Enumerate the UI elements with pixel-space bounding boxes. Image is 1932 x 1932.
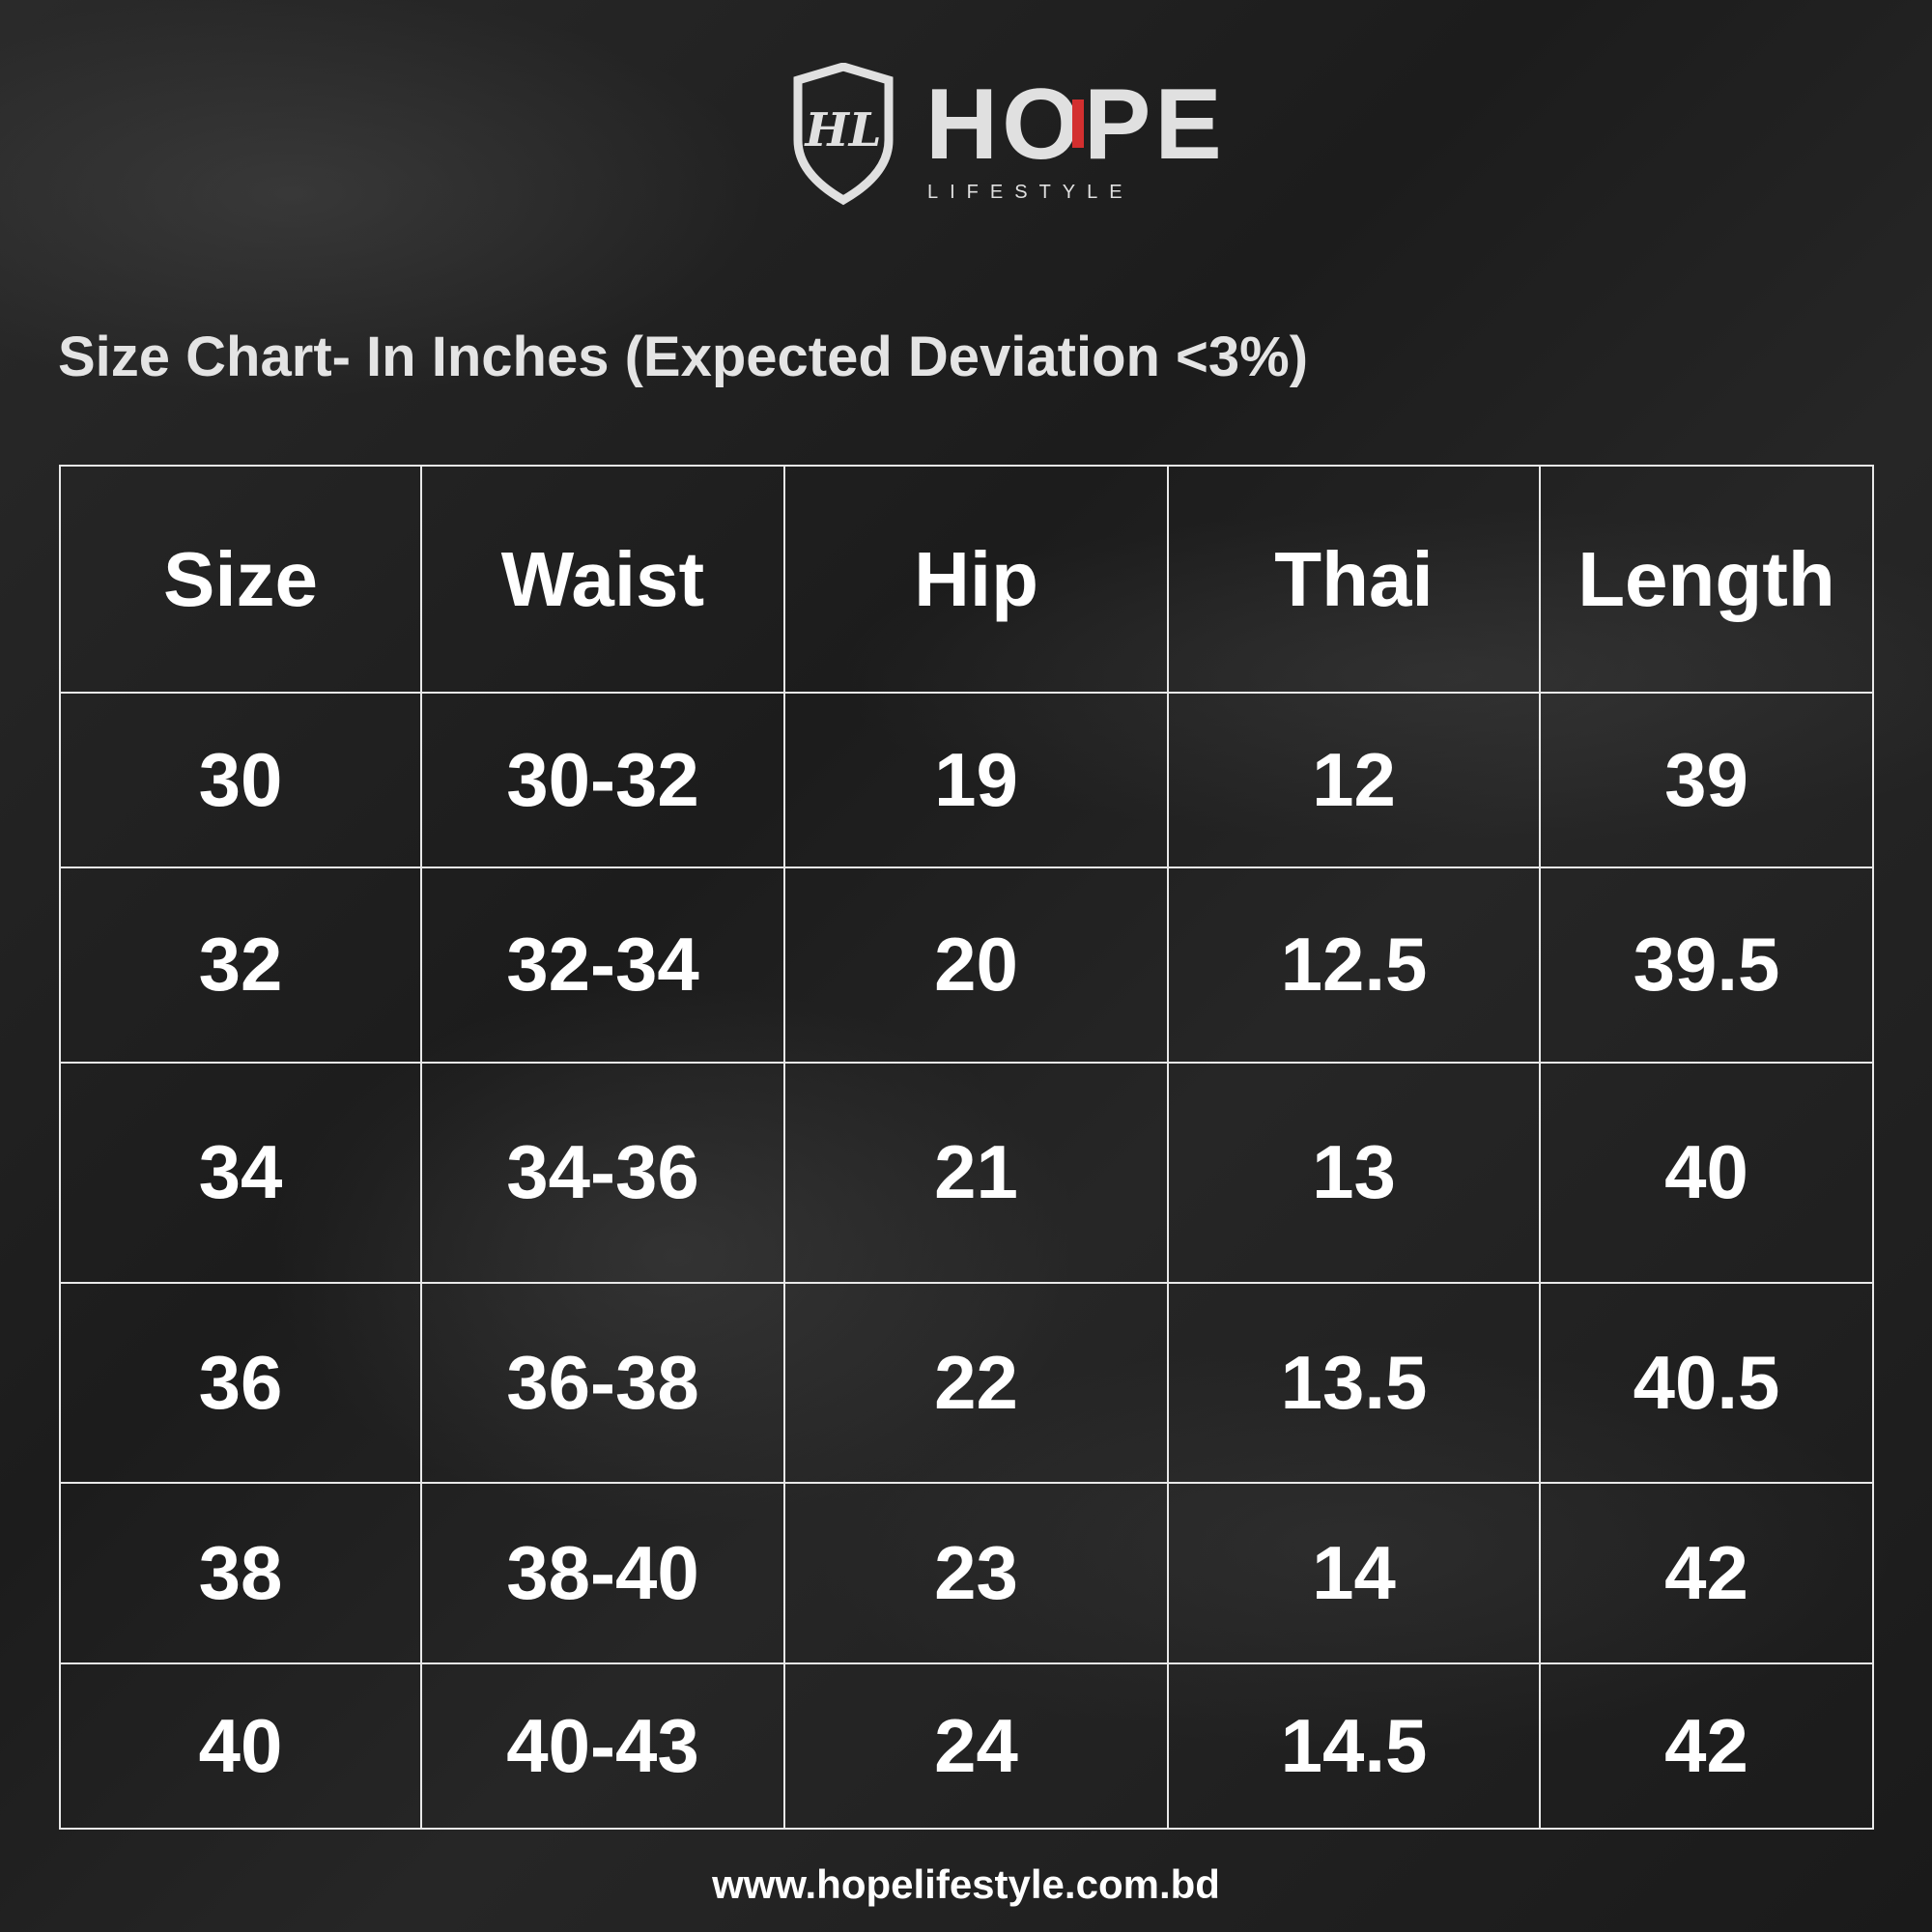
cell: 42 <box>1539 1662 1874 1830</box>
table-header-row: Size Waist Hip Thai Length <box>59 465 1874 694</box>
cell: 39.5 <box>1539 867 1874 1064</box>
table-row: 38 38-40 23 14 42 <box>59 1482 1874 1664</box>
logo-monogram: HL <box>805 103 882 157</box>
cell: 23 <box>783 1482 1169 1664</box>
cell: 34-36 <box>420 1062 785 1284</box>
cell: 24 <box>783 1662 1169 1830</box>
header-thai: Thai <box>1167 465 1541 694</box>
header-size: Size <box>59 465 422 694</box>
cell: 13.5 <box>1167 1282 1541 1484</box>
cell: 42 <box>1539 1482 1874 1664</box>
cell: 14 <box>1167 1482 1541 1664</box>
cell: 14.5 <box>1167 1662 1541 1830</box>
logo-accent-bar <box>1072 99 1084 148</box>
cell: 12.5 <box>1167 867 1541 1064</box>
cell: 36 <box>59 1282 422 1484</box>
table-row: 36 36-38 22 13.5 40.5 <box>59 1282 1874 1484</box>
cell: 13 <box>1167 1062 1541 1284</box>
cell: 30 <box>59 692 422 868</box>
cell: 22 <box>783 1282 1169 1484</box>
brand-logo: HL HOPE LIFESTYLE <box>790 63 1222 208</box>
cell: 40-43 <box>420 1662 785 1830</box>
cell: 38-40 <box>420 1482 785 1664</box>
cell: 32-34 <box>420 867 785 1064</box>
cell: 12 <box>1167 692 1541 868</box>
cell: 36-38 <box>420 1282 785 1484</box>
cell: 40 <box>1539 1062 1874 1284</box>
cell: 40 <box>59 1662 422 1830</box>
cell: 19 <box>783 692 1169 868</box>
logo-tagline: LIFESTYLE <box>927 182 1134 203</box>
cell: 40.5 <box>1539 1282 1874 1484</box>
page-title: Size Chart- In Inches (Expected Deviatio… <box>58 326 1309 388</box>
cell: 39 <box>1539 692 1874 868</box>
table-row: 34 34-36 21 13 40 <box>59 1062 1874 1284</box>
cell: 32 <box>59 867 422 1064</box>
cell: 30-32 <box>420 692 785 868</box>
website-url: www.hopelifestyle.com.bd <box>712 1861 1220 1907</box>
shield-icon <box>793 63 894 206</box>
table-row: 32 32-34 20 12.5 39.5 <box>59 867 1874 1064</box>
header-length: Length <box>1539 465 1874 694</box>
header-hip: Hip <box>783 465 1169 694</box>
cell: 21 <box>783 1062 1169 1284</box>
table-row: 30 30-32 19 12 39 <box>59 692 1874 868</box>
cell: 34 <box>59 1062 422 1284</box>
table-row: 40 40-43 24 14.5 42 <box>59 1662 1874 1830</box>
cell: 38 <box>59 1482 422 1664</box>
cell: 20 <box>783 867 1169 1064</box>
size-chart-table: Size Waist Hip Thai Length 30 30-32 19 12 39… <box>59 465 1874 1830</box>
header-waist: Waist <box>420 465 785 694</box>
